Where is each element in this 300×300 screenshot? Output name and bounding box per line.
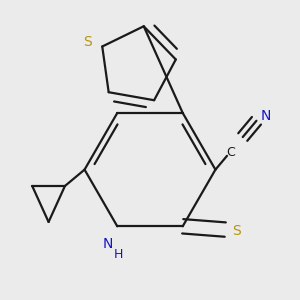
Text: S: S bbox=[83, 34, 92, 49]
Text: S: S bbox=[232, 224, 241, 238]
Text: C: C bbox=[226, 146, 235, 159]
Text: N: N bbox=[102, 237, 113, 251]
Text: N: N bbox=[261, 109, 272, 123]
Text: H: H bbox=[114, 248, 124, 261]
